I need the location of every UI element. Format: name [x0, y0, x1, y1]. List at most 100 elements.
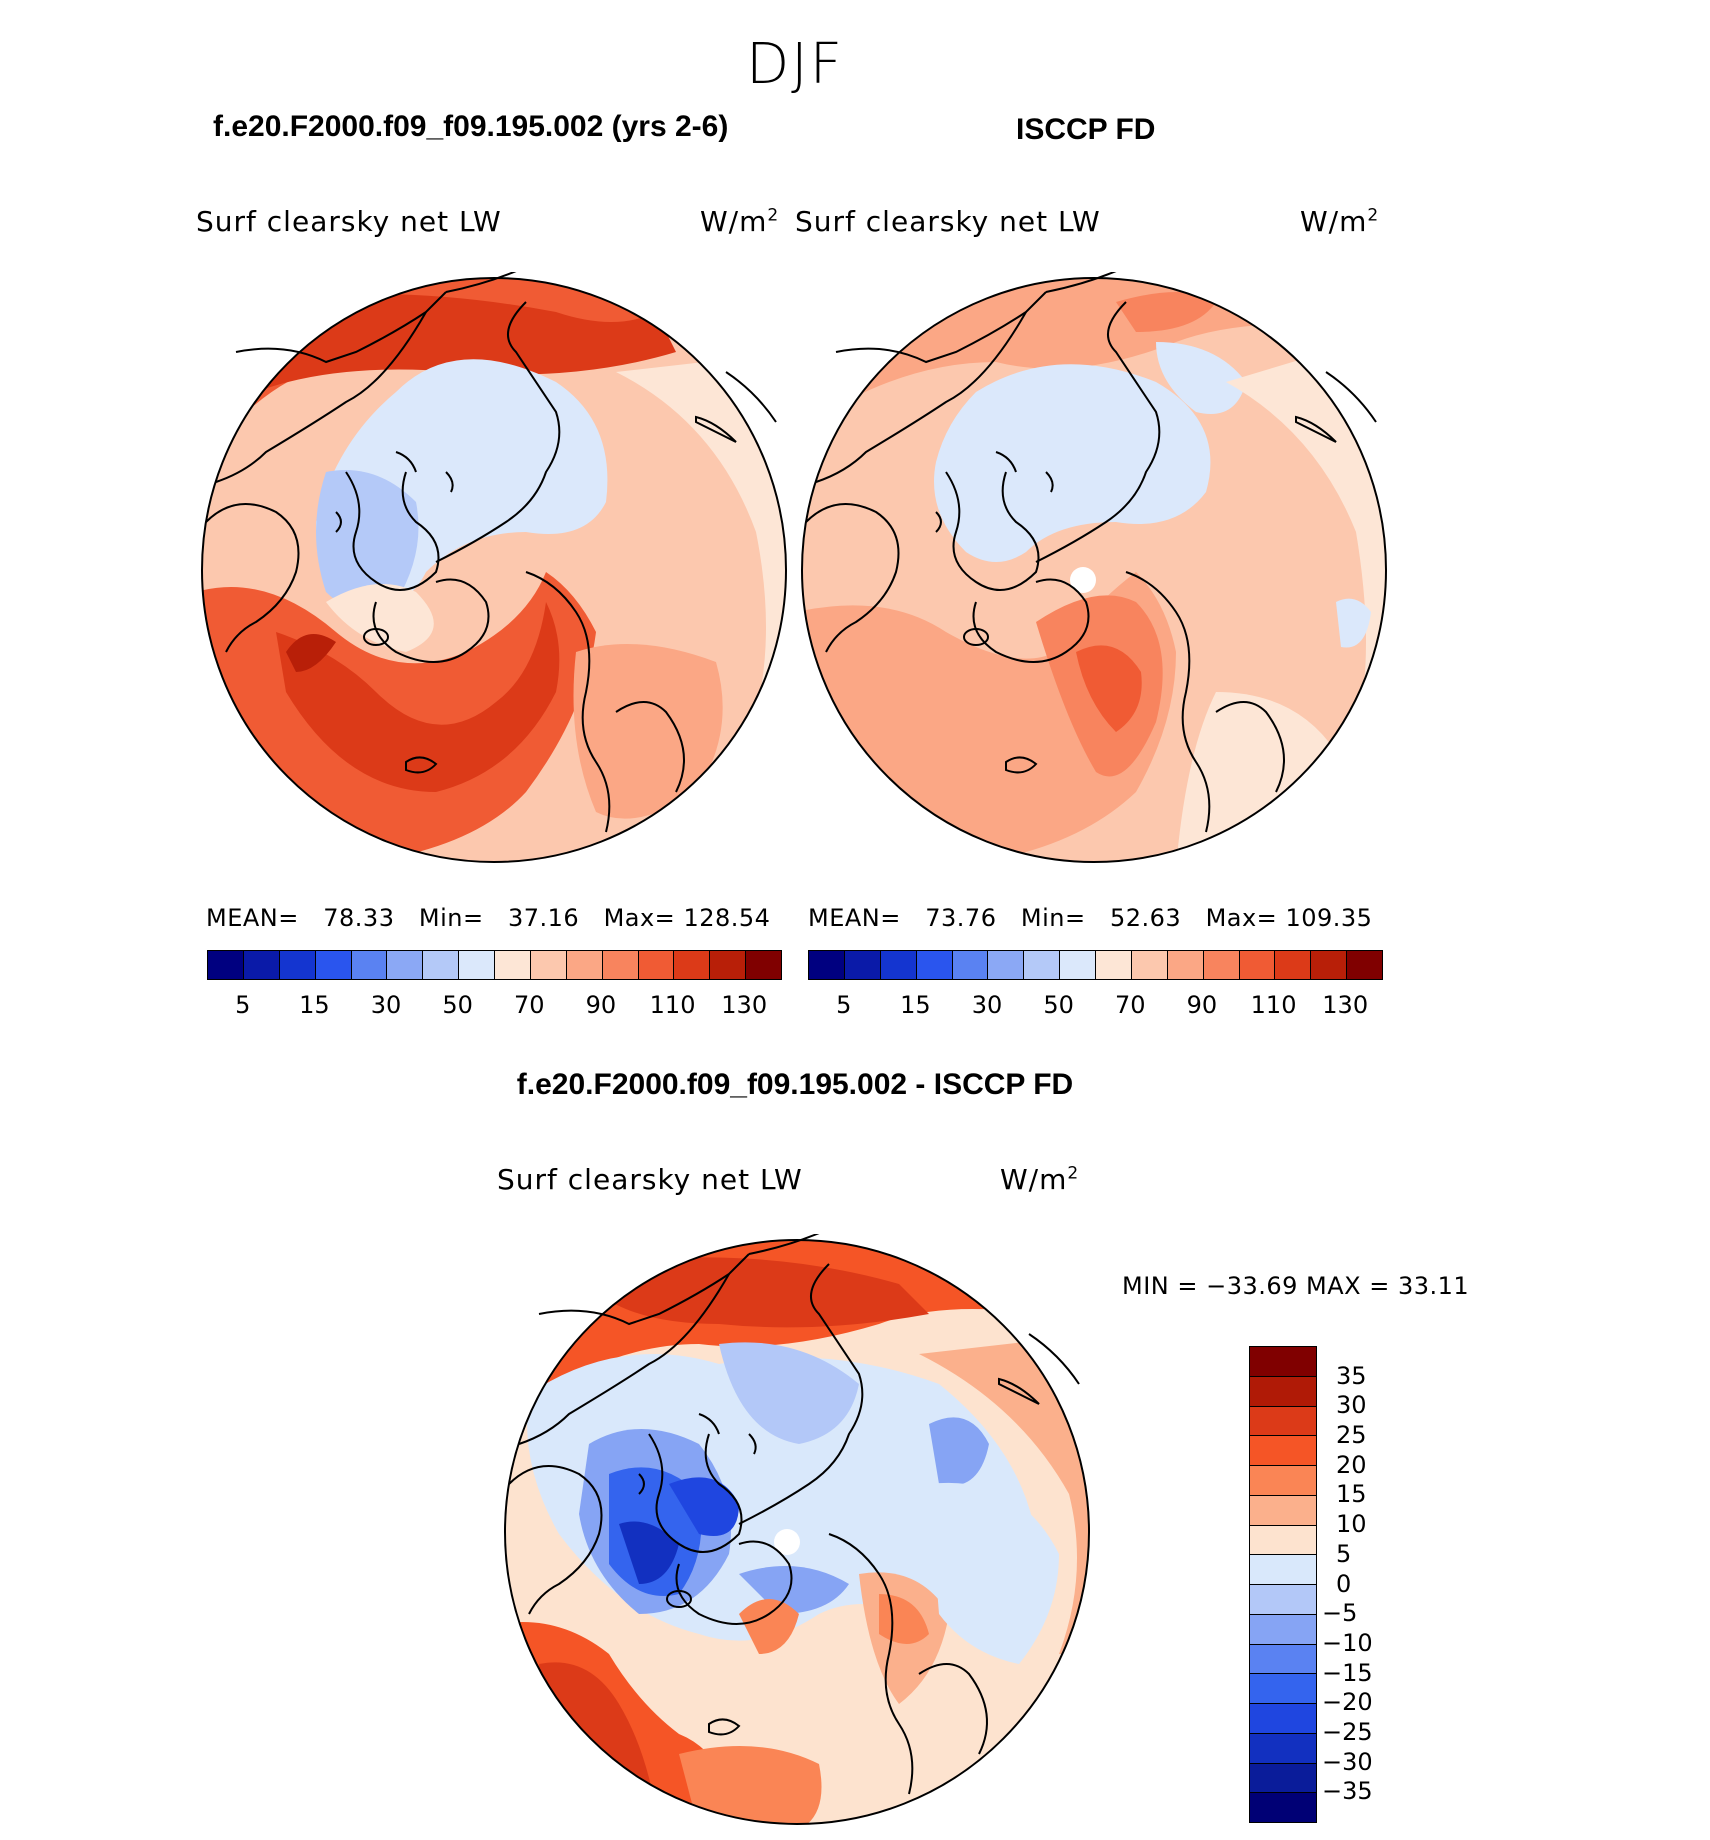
right-colorbar	[808, 950, 1383, 980]
diff-colorbar-tick-label: 35	[1336, 1361, 1367, 1390]
diff-colorbar-tick-label: 10	[1336, 1510, 1367, 1539]
left-colorbar-tick-label: 15	[299, 991, 330, 1019]
diff-colorbar-swatch	[1250, 1555, 1316, 1585]
diff-colorbar-swatch	[1250, 1704, 1316, 1734]
diff-colorbar-swatch	[1250, 1793, 1316, 1822]
siberia-mild-region	[616, 352, 786, 712]
right-colorbar-swatch	[1203, 951, 1240, 979]
diff-colorbar-tick-label: −15	[1322, 1658, 1373, 1687]
left-colorbar-swatch	[638, 951, 675, 979]
left-colorbar-tick-label: 90	[585, 991, 617, 1019]
diff-variable-label: Surf clearsky net LW	[497, 1163, 803, 1196]
denmark-strait-warm-patch	[739, 1599, 799, 1654]
left-colorbar	[207, 950, 782, 980]
diff-colorbar-tick-label: −20	[1322, 1688, 1373, 1717]
left-colorbar-swatch	[387, 951, 424, 979]
right-colorbar-tick-label: 5	[836, 991, 852, 1019]
left-colorbar-swatch	[423, 951, 460, 979]
left-colorbar-swatch	[602, 951, 639, 979]
right-polar-map	[801, 272, 1387, 863]
left-variable-label: Surf clearsky net LW	[196, 205, 502, 238]
diff-colorbar-tick-label: 30	[1336, 1391, 1367, 1420]
diff-colorbar-swatch	[1250, 1436, 1316, 1466]
coastlines	[508, 1234, 1080, 1795]
right-colorbar-tick-label: 30	[971, 991, 1003, 1019]
left-colorbar-tick-label: 5	[235, 991, 251, 1019]
right-variable-label: Surf clearsky net LW	[795, 205, 1101, 238]
map-boundary	[504, 1239, 1090, 1825]
pole-hole	[1070, 567, 1096, 593]
diff-colorbar-swatch	[1250, 1376, 1316, 1407]
diff-colorbar-swatch	[1250, 1674, 1316, 1704]
right-colorbar-swatch	[844, 951, 881, 979]
left-colorbar-ticks: 5 15 30 50 70 90 110 130	[207, 991, 780, 1021]
diff-colorbar-swatch	[1250, 1614, 1316, 1645]
diff-colorbar-tick-label: 25	[1336, 1421, 1367, 1450]
diff-colorbar-tick-label: 5	[1336, 1539, 1352, 1568]
diff-colorbar-swatch	[1250, 1763, 1316, 1794]
beaufort-cold-patch	[1156, 342, 1246, 414]
right-colorbar-tick-label: 50	[1043, 991, 1074, 1019]
left-stats: MEAN= 78.33 Min= 37.16 Max= 128.54	[206, 904, 771, 932]
arctic-ocean-cold-region	[934, 364, 1211, 562]
left-panel-case-title: f.e20.F2000.f09_f09.195.002 (yrs 2-6)	[213, 110, 729, 143]
right-colorbar-swatch	[1167, 951, 1204, 979]
right-colorbar-tick-label: 90	[1186, 991, 1218, 1019]
map-boundary	[201, 277, 787, 863]
coastlines	[205, 272, 777, 833]
left-colorbar-swatch	[459, 951, 495, 979]
right-units-label: W/m2	[1300, 205, 1380, 238]
right-colorbar-swatch	[809, 951, 845, 979]
diff-colorbar-tick-label: −30	[1322, 1747, 1373, 1776]
right-colorbar-swatch	[952, 951, 989, 979]
right-colorbar-swatch	[1311, 951, 1348, 979]
left-polar-map	[201, 272, 787, 863]
warm-core-patch	[286, 634, 336, 672]
right-colorbar-swatch	[1096, 951, 1132, 979]
right-colorbar-swatch	[1131, 951, 1168, 979]
coastlines	[805, 272, 1377, 833]
left-colorbar-swatch	[566, 951, 603, 979]
bering-dark-region	[256, 294, 676, 392]
pole-hole	[774, 1529, 800, 1555]
left-colorbar-swatch	[674, 951, 711, 979]
left-colorbar-swatch	[746, 951, 781, 979]
diff-colorbar-tick-label: 0	[1336, 1569, 1352, 1598]
right-colorbar-swatch	[916, 951, 953, 979]
diff-minmax: MIN = −33.69 MAX = 33.11	[1122, 1272, 1470, 1300]
diff-colorbar	[1249, 1346, 1317, 1823]
diff-colorbar-ticks: 35 30 25 20 15 10 5 0 −5 −10 −15 −20 −25 −30 −35	[1322, 1346, 1410, 1821]
map-boundary	[801, 277, 1387, 863]
diff-colorbar-swatch	[1250, 1525, 1316, 1556]
eurasia-cold-region	[929, 1482, 1059, 1664]
right-colorbar-swatch	[880, 951, 917, 979]
greenland-cold-patch	[739, 1566, 849, 1614]
archipelago-cold-region	[316, 470, 419, 610]
diff-colorbar-tick-label: 20	[1336, 1450, 1367, 1479]
strong-cold-patch	[669, 1477, 739, 1536]
right-colorbar-swatch	[1347, 951, 1382, 979]
beaufort-cold-patch	[719, 1342, 859, 1444]
diff-colorbar-swatch	[1250, 1585, 1316, 1615]
right-colorbar-tick-label: 70	[1115, 991, 1146, 1019]
left-units-label: W/m2	[700, 205, 780, 238]
left-colorbar-swatch	[495, 951, 531, 979]
diff-colorbar-swatch	[1250, 1347, 1316, 1377]
siberia-warm-region	[919, 1334, 1089, 1654]
diff-colorbar-tick-label: −10	[1322, 1628, 1373, 1657]
right-colorbar-swatch	[1275, 951, 1312, 979]
right-colorbar-swatch	[1024, 951, 1061, 979]
greenland-sea-dark-region	[276, 602, 560, 792]
diff-colorbar-swatch	[1250, 1466, 1316, 1496]
left-colorbar-tick-label: 110	[649, 991, 696, 1019]
diff-colorbar-swatch	[1250, 1733, 1316, 1764]
diff-polar-map	[504, 1234, 1090, 1825]
right-colorbar-tick-label: 15	[900, 991, 931, 1019]
strong-cold-core	[619, 1521, 679, 1584]
left-colorbar-swatch	[351, 951, 388, 979]
right-colorbar-tick-label: 130	[1322, 991, 1369, 1019]
greenland-mild-region	[326, 584, 434, 652]
north-atlantic-region	[679, 1746, 822, 1824]
bering-dark-region	[599, 1257, 929, 1328]
left-colorbar-swatch	[243, 951, 280, 979]
